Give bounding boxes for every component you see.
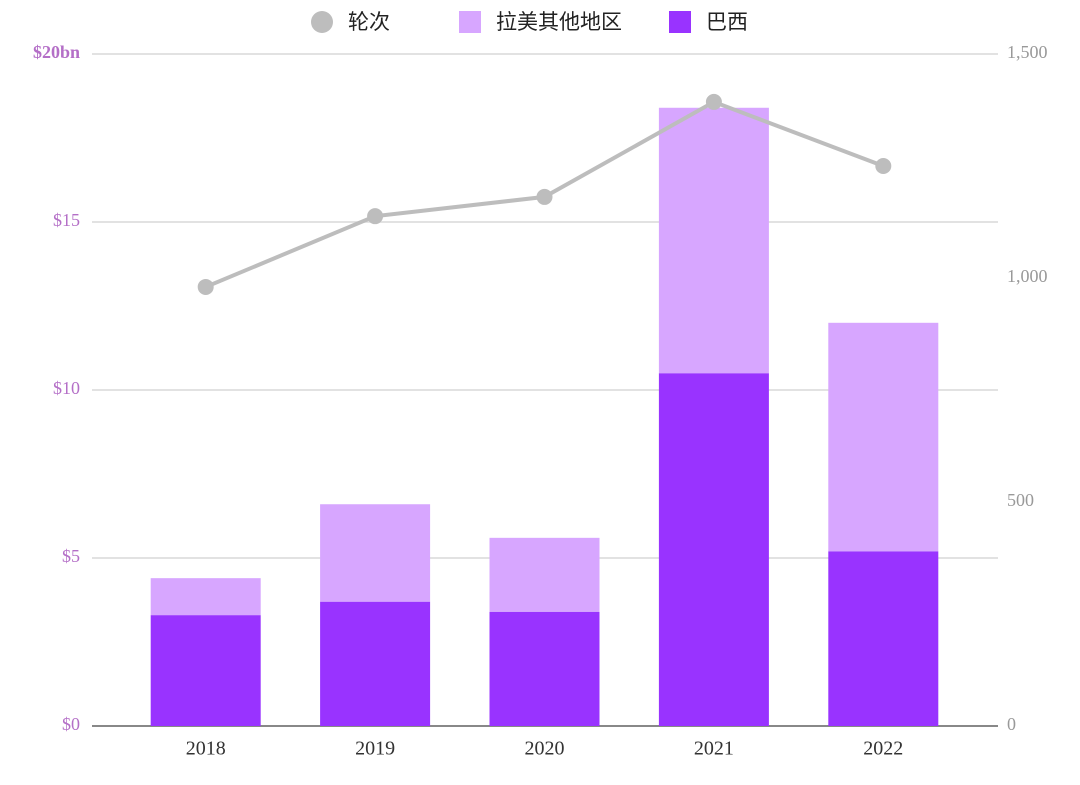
y2-tick-label: 1,500	[1007, 42, 1048, 62]
bar	[320, 504, 431, 602]
legend-label: 轮次	[348, 10, 390, 34]
y-tick-label: $0	[62, 714, 80, 734]
bar	[320, 601, 431, 726]
bar	[150, 578, 261, 616]
bar	[489, 611, 600, 726]
y2-tick-label: 0	[1007, 714, 1016, 734]
x-tick-label: 2022	[863, 738, 903, 760]
x-tick-label: 2018	[186, 738, 226, 760]
y-tick-label: $15	[53, 210, 80, 230]
legend-label: 拉美其他地区	[496, 10, 622, 34]
x-tick-label: 2021	[694, 738, 734, 760]
bar	[828, 322, 939, 552]
y2-tick-label: 500	[1007, 490, 1034, 510]
bar	[658, 107, 769, 374]
legend-marker	[669, 11, 691, 33]
line-point	[705, 93, 722, 110]
line-point	[536, 188, 553, 205]
y-tick-label: $20bn	[33, 42, 80, 62]
legend-marker	[459, 11, 481, 33]
line-point	[367, 208, 384, 225]
bar	[150, 615, 261, 726]
legend-marker	[311, 11, 333, 33]
bar	[828, 551, 939, 726]
x-tick-label: 2019	[355, 738, 395, 760]
legend-label: 巴西	[706, 10, 748, 34]
bar	[489, 537, 600, 612]
x-tick-label: 2020	[525, 738, 565, 760]
bar	[658, 373, 769, 726]
y2-tick-label: 1,000	[1007, 266, 1048, 286]
line-point	[875, 158, 892, 174]
y-tick-label: $5	[62, 546, 80, 566]
line-point	[197, 278, 214, 295]
y-tick-label: $10	[53, 378, 80, 398]
